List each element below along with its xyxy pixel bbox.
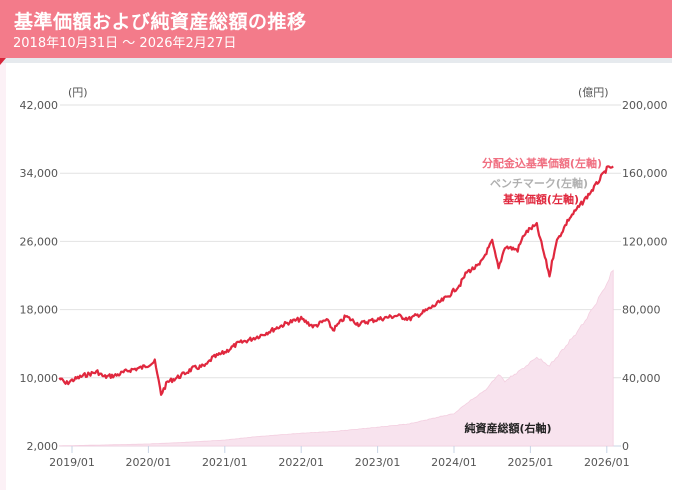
legend-benchmark: ベンチマーク(左軸): [490, 176, 588, 190]
left-axis-unit: (円): [68, 86, 88, 99]
legend-aum: 純資産総額(右軸): [464, 421, 551, 435]
x-axis-tick: 2020/01: [126, 456, 172, 469]
legend-distribution-adjusted: 分配金込基準価額(左軸): [482, 156, 602, 170]
x-axis-tick: 2022/01: [278, 456, 324, 469]
left-axis-tick: 2,000: [27, 440, 59, 453]
x-axis-tick: 2026/01: [584, 456, 630, 469]
left-edge-strip: [0, 62, 6, 490]
right-axis-tick: 40,000: [622, 372, 661, 385]
right-axis-tick: 0: [622, 440, 629, 453]
left-axis-tick: 18,000: [20, 304, 59, 317]
right-axis-tick: 160,000: [622, 167, 668, 180]
left-axis-tick: 26,000: [20, 235, 59, 248]
x-axis-tick: 2023/01: [355, 456, 401, 469]
aum-area: [58, 269, 614, 447]
left-axis-tick: 10,000: [20, 372, 59, 385]
date-range: 2018年10月31日 ～ 2026年2月27日: [13, 36, 237, 51]
left-axis-tick: 42,000: [20, 99, 59, 112]
left-axis-tick: 34,000: [20, 167, 59, 180]
header-shadow: [0, 58, 672, 63]
x-axis-tick: 2025/01: [508, 456, 554, 469]
chart-title: 基準価額および純資産総額の推移: [14, 11, 307, 33]
right-axis-unit: (億円): [578, 86, 609, 99]
legend-nav: 基準価額(左軸): [502, 192, 579, 206]
chart-header: 基準価額および純資産総額の推移 2018年10月31日 ～ 2026年2月27日: [0, 0, 672, 58]
x-axis-tick: 2021/01: [202, 456, 248, 469]
nav-line: [58, 165, 614, 396]
header-corner-fold: [0, 58, 6, 65]
x-axis-tick: 2019/01: [49, 456, 95, 469]
right-axis-tick: 80,000: [622, 304, 661, 317]
x-axis-tick: 2024/01: [431, 456, 477, 469]
right-axis-tick: 200,000: [622, 99, 668, 112]
right-axis-tick: 120,000: [622, 235, 668, 248]
